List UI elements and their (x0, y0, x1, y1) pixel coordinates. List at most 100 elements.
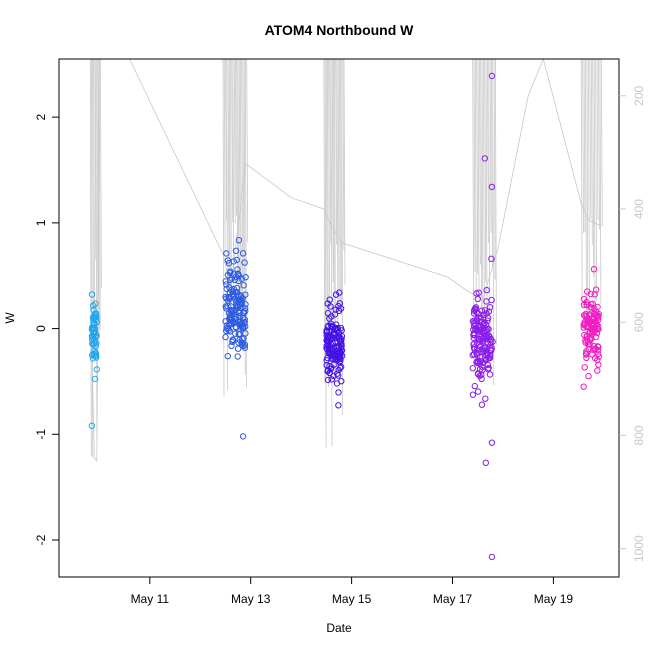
data-point (483, 286, 490, 294)
depth-dive-line (484, 58, 487, 283)
depth-dive-line (583, 58, 586, 233)
plot-frame (58, 58, 620, 578)
data-point (333, 380, 341, 387)
depth-dive-line (231, 58, 234, 223)
data-point (233, 256, 241, 264)
depth-dive-line (100, 58, 102, 288)
data-point (594, 356, 601, 364)
depth-dive-line (93, 58, 95, 321)
data-point (479, 346, 486, 353)
depth-dive-line (473, 58, 476, 272)
data-point (335, 336, 343, 343)
data-point (473, 325, 481, 332)
data-point (483, 356, 490, 363)
depth-dive-line (596, 58, 599, 220)
depth-dive-line (493, 58, 496, 280)
data-point (592, 286, 600, 293)
data-point (583, 348, 590, 355)
data-point (582, 350, 590, 357)
depth-dive-line (331, 58, 334, 283)
data-point (93, 366, 101, 373)
data-point (225, 310, 233, 317)
depth-dive-line (241, 58, 244, 324)
data-point (483, 349, 490, 357)
x-tick-label: May 15 (332, 592, 372, 606)
y2-axis: 200 400 600 800 1000 (619, 85, 646, 562)
data-point (330, 372, 337, 380)
data-point (470, 307, 478, 314)
data-point (93, 319, 101, 326)
data-point (234, 271, 242, 278)
depth-trace (89, 57, 603, 462)
data-point (235, 237, 243, 244)
y2-tick-label: 400 (632, 199, 646, 219)
data-point (590, 266, 598, 273)
data-point (483, 333, 491, 340)
depth-dive-line (91, 58, 93, 458)
data-point (470, 334, 477, 342)
data-point (471, 382, 478, 390)
data-point (229, 290, 236, 298)
data-point (476, 372, 483, 380)
data-point (325, 333, 332, 341)
data-point (332, 306, 339, 313)
data-point (88, 422, 96, 429)
depth-dive-line (226, 58, 229, 391)
depth-dive-line (589, 58, 592, 220)
data-point (476, 360, 484, 367)
data-point (239, 335, 246, 343)
depth-dive-line (476, 58, 479, 275)
depth-dive-line (582, 58, 584, 233)
depth-dive-line (97, 58, 100, 340)
data-point (469, 365, 476, 372)
data-point (336, 333, 343, 340)
data-point (486, 371, 494, 378)
data-point (335, 389, 342, 396)
data-point (583, 354, 590, 361)
depth-dive-line (480, 58, 483, 327)
depth-dive-line (222, 58, 225, 397)
data-point (238, 275, 246, 283)
depth-dive-line (478, 58, 481, 265)
depth-dive-line (595, 58, 597, 302)
x-tick-label: May 11 (131, 592, 170, 606)
data-point (91, 327, 99, 335)
data-point (88, 332, 96, 340)
data-point (482, 395, 489, 402)
data-point (326, 327, 333, 335)
data-point (223, 285, 230, 293)
data-point (487, 346, 495, 354)
data-point (326, 345, 333, 352)
data-point (590, 320, 598, 327)
depth-dive-line (238, 58, 241, 310)
data-point (477, 327, 484, 334)
data-point (241, 341, 249, 348)
data-point (226, 320, 233, 327)
data-point (327, 352, 335, 359)
depth-dive-line (329, 58, 332, 243)
data-point (222, 303, 229, 310)
data-point (594, 367, 601, 374)
data-point (584, 338, 592, 346)
data-point (481, 155, 488, 162)
depth-dive-line (598, 58, 600, 230)
depth-dive-line (494, 58, 497, 345)
data-point (587, 290, 594, 298)
depth-dive-line (337, 58, 340, 307)
data-point (589, 328, 597, 336)
data-point (227, 311, 234, 319)
data-point (475, 371, 482, 378)
data-point (335, 307, 343, 314)
data-point (240, 342, 247, 349)
data-point (585, 318, 592, 325)
depth-dive-line (592, 58, 595, 277)
data-point (89, 351, 96, 359)
depth-dive-line (488, 58, 491, 337)
y2-tick-label: 800 (632, 425, 646, 445)
y-axis: -2 -1 0 1 2 (34, 113, 59, 545)
data-point (93, 340, 100, 347)
data-point (239, 314, 247, 321)
data-point (486, 333, 493, 340)
data-point (587, 304, 594, 311)
data-point (475, 314, 482, 322)
